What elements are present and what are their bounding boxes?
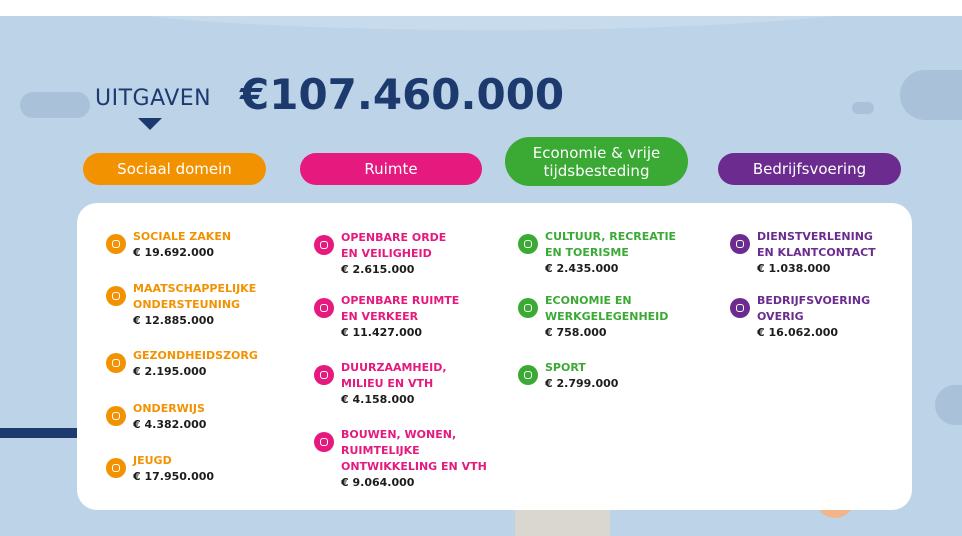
item-amount: € 2.435.000 xyxy=(545,262,619,275)
item-name: CULTUUR, RECREATIE xyxy=(545,230,677,243)
item-name: BOUWEN, WONEN, xyxy=(341,428,457,441)
item-icon xyxy=(106,353,126,373)
item-name: ECONOMIE EN xyxy=(545,294,632,307)
column-title: Bedrijfsvoering xyxy=(718,153,901,185)
item-icon xyxy=(314,235,334,255)
item-icon xyxy=(314,365,334,385)
item-amount: € 4.158.000 xyxy=(341,393,415,406)
item-icon xyxy=(314,298,334,318)
item-amount: € 17.950.000 xyxy=(133,470,215,483)
item-icon xyxy=(106,458,126,478)
item-amount: € 2.799.000 xyxy=(545,377,619,390)
item-amount: € 19.692.000 xyxy=(133,246,215,259)
item-name: ONDERSTEUNING xyxy=(133,298,241,311)
item-name: SOCIALE ZAKEN xyxy=(133,230,232,243)
item-icon xyxy=(106,234,126,254)
header-total: €107.460.000 xyxy=(240,70,565,119)
item-amount: € 9.064.000 xyxy=(341,476,415,489)
item-amount: € 1.038.000 xyxy=(757,262,831,275)
decoration xyxy=(0,0,962,16)
column-title: Ruimte xyxy=(300,153,482,185)
item-icon xyxy=(314,432,334,452)
item-amount: € 11.427.000 xyxy=(341,326,423,339)
item-amount: € 16.062.000 xyxy=(757,326,839,339)
item-name: WERKGELEGENHEID xyxy=(545,310,669,323)
cloud xyxy=(20,92,90,118)
column-title-text: Ruimte xyxy=(364,160,417,178)
cloud xyxy=(935,385,962,425)
item-name: SPORT xyxy=(545,361,586,374)
item-name: JEUGD xyxy=(133,454,172,467)
item-name: OPENBARE RUIMTE xyxy=(341,294,460,307)
item-amount: € 2.195.000 xyxy=(133,365,207,378)
cloud xyxy=(900,70,962,120)
item-icon xyxy=(518,234,538,254)
item-name: RUIMTELIJKE xyxy=(341,444,420,457)
title-line: Ruimte xyxy=(364,160,418,178)
title-line: Economie & vrije xyxy=(532,143,661,162)
title-line: Bedrijfsvoering xyxy=(752,160,867,178)
item-name: EN VERKEER xyxy=(341,310,419,323)
item-amount: € 758.000 xyxy=(545,326,607,339)
item-name: EN KLANTCONTACT xyxy=(757,246,876,259)
item-name: MILIEU EN VTH xyxy=(341,377,434,390)
item-name: DIENSTVERLENING xyxy=(757,230,873,243)
item-name: ONDERWIJS xyxy=(133,402,205,415)
title-line: Sociaal domein xyxy=(117,160,232,178)
item-name: OPENBARE ORDE xyxy=(341,231,447,244)
item-name: GEZONDHEIDSZORG xyxy=(133,349,258,362)
item-icon xyxy=(730,298,750,318)
header-label: UITGAVEN xyxy=(95,86,212,111)
item-icon xyxy=(106,286,126,306)
card xyxy=(77,203,912,510)
item-amount: € 2.615.000 xyxy=(341,263,415,276)
item-name: MAATSCHAPPELIJKE xyxy=(133,282,257,295)
cloud xyxy=(852,102,874,114)
item-icon xyxy=(518,365,538,385)
item-name: BEDRIJFSVOERING xyxy=(757,294,871,307)
column-title-text: Economie & vrije tijdsbesteding xyxy=(533,144,660,180)
item-amount: € 12.885.000 xyxy=(133,314,215,327)
column-title-text: Bedrijfsvoering xyxy=(753,160,866,178)
column-title: Sociaal domein xyxy=(83,153,266,185)
item-name: OVERIG xyxy=(757,310,804,323)
item-name: ONTWIKKELING EN VTH xyxy=(341,460,487,473)
decoration xyxy=(0,428,90,438)
column-title-text: Sociaal domein xyxy=(117,160,232,178)
item-icon xyxy=(106,406,126,426)
item-icon xyxy=(730,234,750,254)
item-name: EN TOERISME xyxy=(545,246,629,259)
item-amount: € 4.382.000 xyxy=(133,418,207,431)
item-icon xyxy=(518,298,538,318)
pointer xyxy=(138,118,162,130)
item-name: DUURZAAMHEID, xyxy=(341,361,447,374)
column-title: Economie & vrije tijdsbesteding xyxy=(505,137,688,186)
title-line: tijdsbesteding xyxy=(543,161,650,180)
item-name: EN VEILIGHEID xyxy=(341,247,432,260)
